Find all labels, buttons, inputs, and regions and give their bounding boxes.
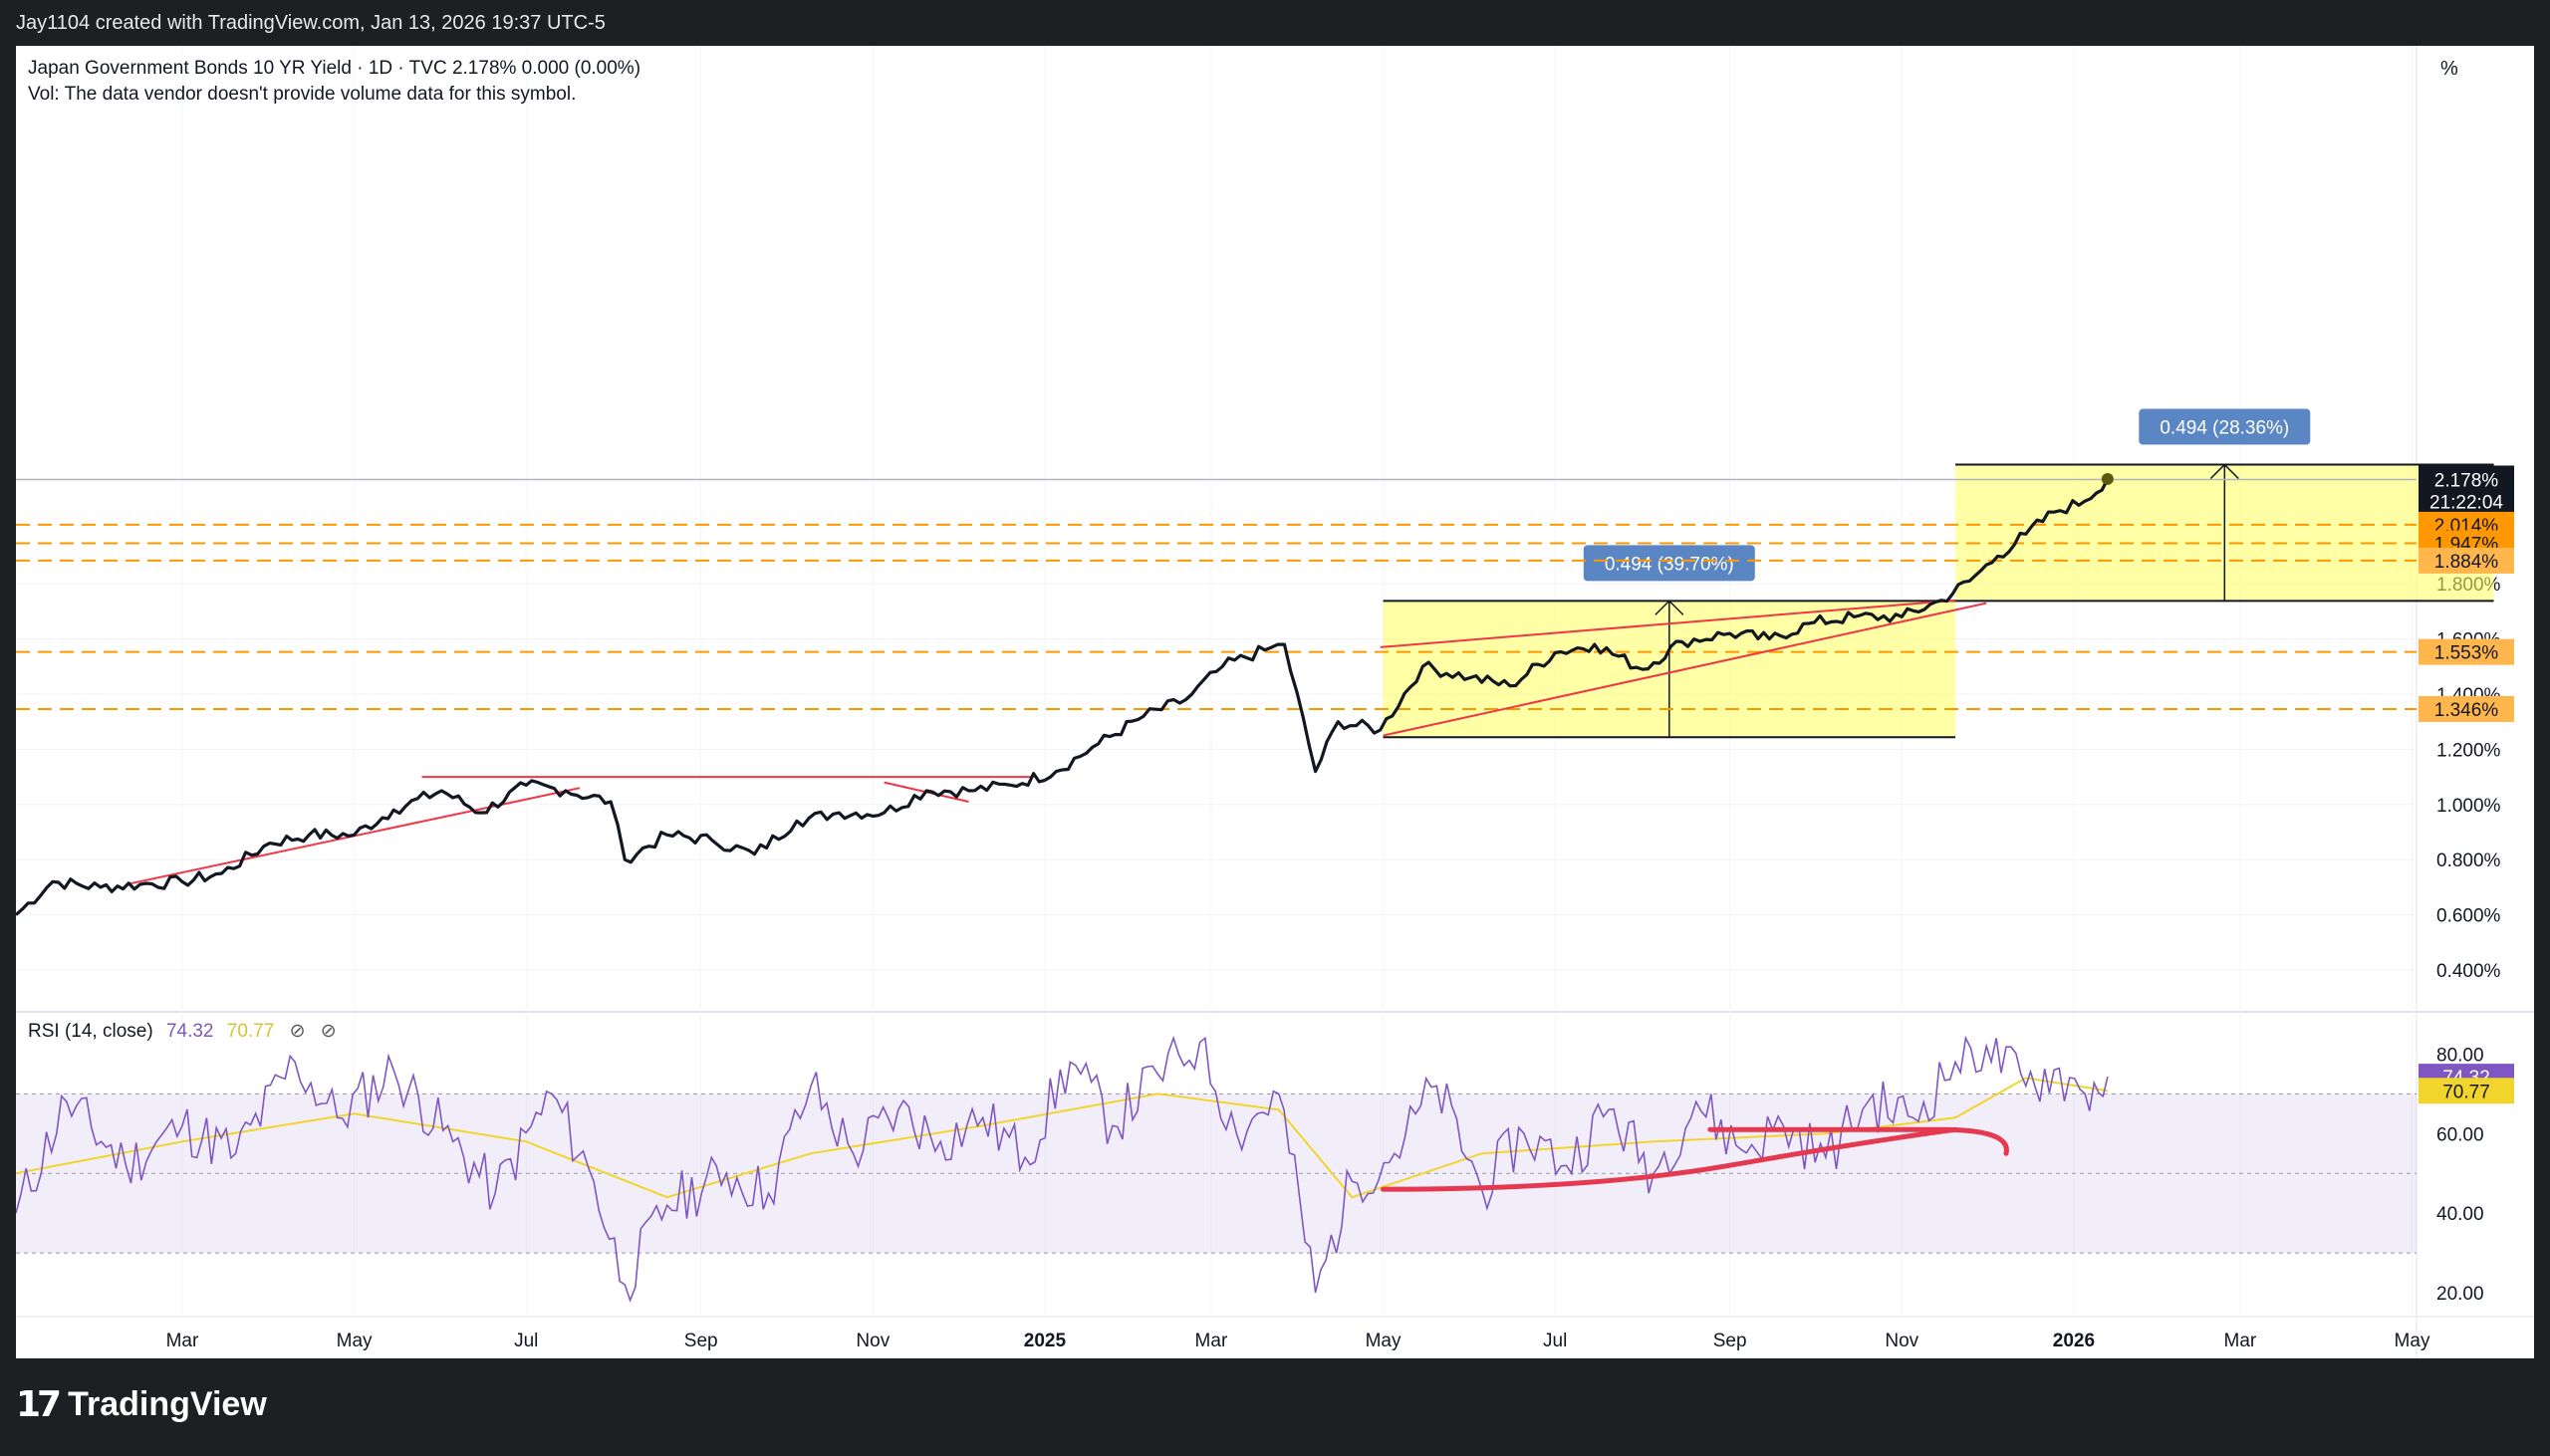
measure-badge-label: 0.494 (28.36%) [2160, 418, 2289, 439]
rsi-value: 74.32 [165, 1021, 214, 1042]
rsi-ma-badge: 70.77 [2442, 1082, 2490, 1102]
measure-badge [2139, 408, 2311, 445]
time-tick-label: Mar [1195, 1331, 1228, 1351]
level-badge: 1.884% [2434, 552, 2499, 573]
rsi-ma-badge-bg [2419, 1078, 2514, 1104]
level-badge-bg [2419, 547, 2514, 574]
measure-badge-label: 0.494 (39.70%) [1605, 554, 1734, 575]
symbol-header: Japan Government Bonds 10 YR Yield · 1D … [28, 56, 640, 108]
rsi-line [16, 1035, 2109, 1303]
volume-note: Vol: The data vendor doesn't provide vol… [28, 84, 577, 105]
rsi-header: RSI (14, close) 74.32 70.77 ⊘ ⊘ [28, 1020, 337, 1043]
price-tick-label: 0.800% [2436, 850, 2501, 871]
time-tick-label: Sep [1713, 1331, 1747, 1351]
price-tick-label: 1.200% [2436, 740, 2501, 761]
trendline [1380, 599, 1956, 648]
chart-svg[interactable]: 1.800%1.600%1.400%1.200%1.000%0.800%0.60… [16, 46, 2534, 1358]
tradingview-logo[interactable]: 17 TradingView [16, 1374, 267, 1434]
rsi-drawn-curve [1381, 1126, 1958, 1192]
time-tick-label: Nov [1885, 1331, 1918, 1351]
rsi-label: RSI (14, close) [28, 1021, 153, 1042]
time-tick-label: 2026 [2053, 1331, 2095, 1351]
attribution: Jay1104 created with TradingView.com, Ja… [16, 12, 606, 34]
rsi-tick-label: 20.00 [2436, 1284, 2484, 1305]
level-badge: 1.553% [2434, 643, 2499, 664]
time-tick-label: Jul [1543, 1331, 1567, 1351]
symbol-line: Japan Government Bonds 10 YR Yield · 1D … [28, 58, 641, 79]
price-tick-label: 1.000% [2436, 796, 2501, 817]
rsi-tick-label: 40.00 [2436, 1204, 2484, 1225]
time-tick-label: 2025 [1024, 1331, 1067, 1351]
time-tick-label: Mar [2224, 1331, 2257, 1351]
rsi-tick-label: 60.00 [2436, 1124, 2484, 1145]
eye-slash-icon[interactable]: ⊘ [320, 1021, 337, 1042]
price-tick-label: 0.400% [2436, 961, 2501, 982]
trendline [1383, 602, 1987, 737]
time-tick-label: May [2395, 1331, 2430, 1351]
time-tick-label: Jul [514, 1331, 538, 1351]
level-badge: 1.346% [2434, 700, 2499, 721]
unit-label[interactable]: % [2440, 58, 2458, 80]
rsi-ma-value: 70.77 [226, 1021, 275, 1042]
time-tick-label: May [337, 1331, 373, 1351]
time-tick-label: Mar [166, 1331, 199, 1351]
price-badge-value: 2.178% [2434, 470, 2499, 491]
measure-arrow-head [1655, 600, 1684, 615]
last-price-dot [2101, 472, 2114, 485]
chart-area[interactable]: 1.800%1.600%1.400%1.200%1.000%0.800%0.60… [16, 46, 2534, 1358]
price-badge-countdown: 21:22:04 [2429, 492, 2503, 513]
time-tick-label: Nov [856, 1331, 890, 1351]
logo-text: TradingView [68, 1384, 267, 1423]
logo-mark-icon: 17 [16, 1383, 62, 1425]
time-tick-label: Sep [684, 1331, 718, 1351]
rsi-tick-label: 80.00 [2436, 1045, 2484, 1066]
time-tick-label: May [1366, 1331, 1402, 1351]
price-series-line [16, 478, 2110, 916]
rsi-drawn-line [1707, 1126, 2009, 1156]
measure-badge [1583, 545, 1755, 582]
price-tick-label: 0.600% [2436, 906, 2501, 927]
measure-arrow-head [2209, 463, 2239, 480]
eye-slash-icon[interactable]: ⊘ [289, 1021, 306, 1042]
price-badge-bg [2419, 465, 2514, 516]
level-badge-bg [2419, 695, 2514, 722]
level-badge-bg [2419, 638, 2514, 665]
